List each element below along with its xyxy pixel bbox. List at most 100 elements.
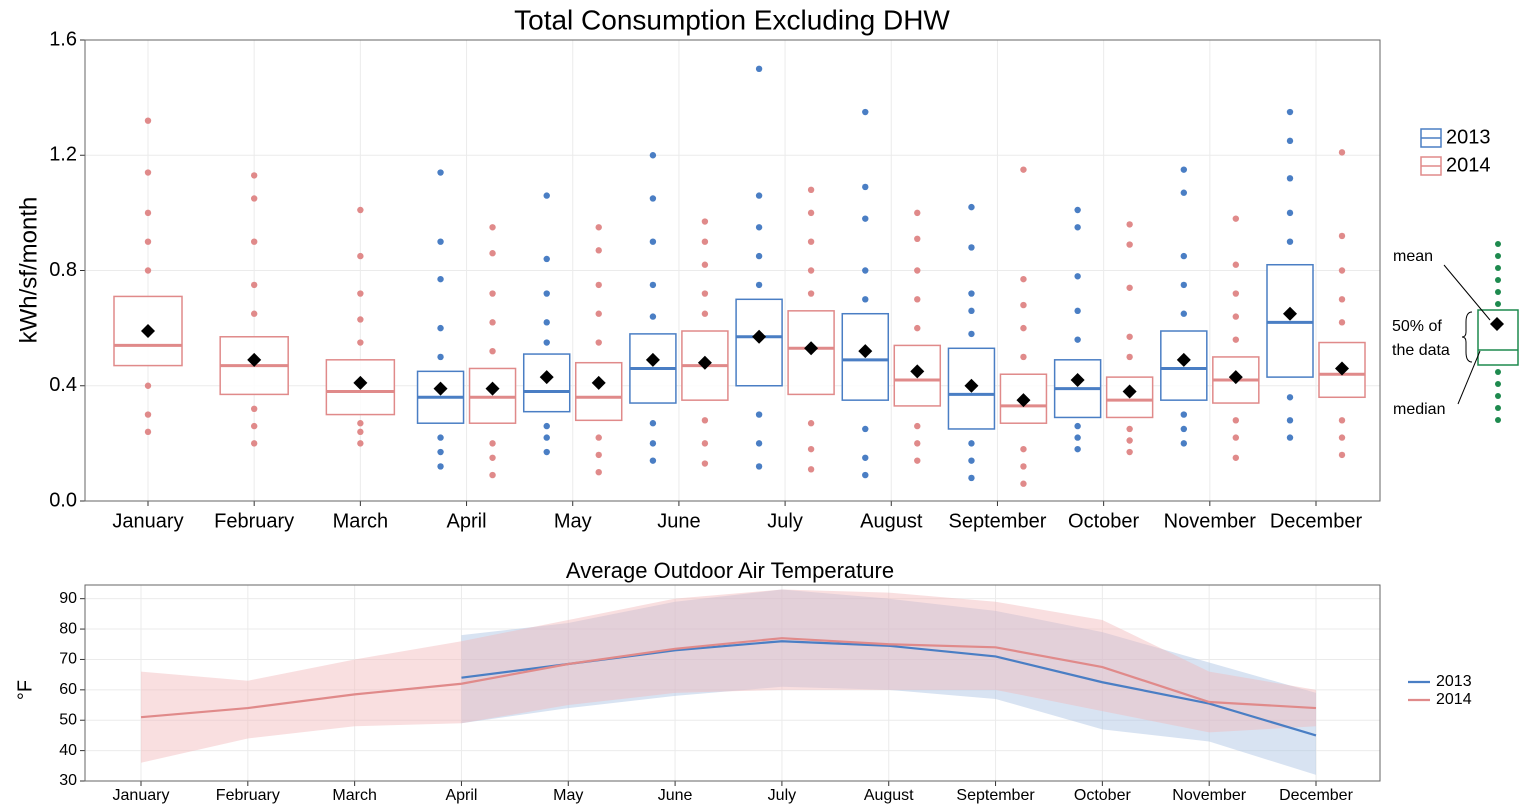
- data-point: [807, 267, 815, 274]
- data-point: [649, 281, 657, 289]
- data-point: [914, 235, 921, 243]
- data-point: [1180, 166, 1188, 173]
- y-tick-label: 40: [59, 742, 77, 759]
- data-point: [489, 440, 496, 447]
- data-point: [914, 457, 921, 464]
- legend-label: 2013: [1446, 126, 1491, 148]
- x-tick-label: February: [214, 510, 294, 532]
- data-point: [1232, 313, 1240, 320]
- data-point: [250, 422, 258, 430]
- x-tick-label: February: [216, 787, 280, 804]
- data-point: [1074, 273, 1081, 280]
- data-point: [649, 457, 657, 464]
- data-point: [1126, 448, 1133, 456]
- x-tick-label: July: [768, 787, 796, 804]
- data-point: [437, 434, 444, 441]
- data-point: [1074, 336, 1081, 343]
- data-point: [489, 454, 496, 461]
- data-point: [755, 411, 763, 418]
- data-point: [489, 250, 496, 257]
- data-point: [914, 267, 921, 274]
- y-tick-label: 0.8: [49, 259, 77, 281]
- data-point: [437, 324, 444, 332]
- data-point: [357, 440, 364, 447]
- mean-marker: [247, 352, 262, 367]
- box: [113, 295, 183, 367]
- y-tick-label: 90: [59, 590, 77, 607]
- data-point: [755, 440, 763, 447]
- x-tick-label: January: [112, 510, 183, 532]
- data-point: [543, 339, 550, 346]
- y-tick-label: 60: [59, 681, 77, 698]
- x-tick-label: September: [956, 787, 1035, 804]
- data-point: [543, 434, 550, 441]
- mean-marker: [645, 352, 660, 367]
- data-point: [144, 267, 152, 274]
- data-point: [807, 445, 815, 453]
- data-point: [1126, 425, 1133, 433]
- data-point: [543, 319, 550, 326]
- data-point: [595, 468, 602, 476]
- data-point: [807, 466, 815, 473]
- key-point: [1495, 417, 1501, 423]
- data-point: [1074, 206, 1081, 214]
- key-mean-label: mean: [1393, 248, 1433, 265]
- data-point: [1286, 434, 1294, 441]
- band: [461, 589, 1316, 775]
- data-point: [914, 209, 921, 217]
- data-point: [1020, 445, 1027, 453]
- mean-marker: [858, 344, 873, 359]
- box: [1105, 376, 1154, 419]
- data-point: [250, 281, 258, 289]
- key-point: [1495, 289, 1501, 295]
- x-tick-label: August: [864, 787, 914, 804]
- data-point: [595, 451, 602, 459]
- mean-marker: [1335, 361, 1349, 376]
- data-point: [862, 183, 869, 191]
- data-point: [807, 186, 815, 194]
- data-point: [144, 428, 152, 436]
- data-point: [807, 290, 815, 297]
- mean-marker: [141, 324, 155, 339]
- key-point: [1495, 241, 1501, 247]
- data-point: [1020, 353, 1027, 361]
- key-mean: [1490, 317, 1504, 331]
- line: [140, 637, 1317, 719]
- data-point: [914, 422, 921, 430]
- data-point: [595, 247, 602, 254]
- data-point: [1180, 440, 1188, 447]
- x-tick-label: November: [1172, 787, 1246, 804]
- data-point: [543, 448, 550, 456]
- x-tick-label: December: [1279, 787, 1353, 804]
- data-point: [755, 224, 763, 231]
- data-point: [595, 224, 602, 231]
- data-point: [144, 117, 152, 124]
- key-point: [1495, 405, 1501, 411]
- data-point: [357, 420, 364, 427]
- data-point: [968, 203, 975, 211]
- data-point: [968, 457, 975, 464]
- data-point: [701, 460, 709, 467]
- key-point: [1495, 369, 1501, 375]
- key-pointer: [1457, 350, 1481, 405]
- data-point: [357, 252, 364, 260]
- data-point: [357, 316, 364, 323]
- x-tick-label: April: [447, 510, 487, 532]
- data-point: [250, 405, 258, 412]
- data-point: [437, 169, 444, 176]
- data-point: [701, 290, 709, 297]
- mean-marker: [539, 370, 554, 385]
- x-tick-label: March: [333, 510, 389, 532]
- x-tick-label: September: [949, 510, 1047, 532]
- data-point: [755, 192, 763, 199]
- x-tick-label: November: [1164, 510, 1257, 532]
- data-point: [250, 440, 258, 447]
- data-point: [1232, 454, 1240, 461]
- data-point: [1074, 307, 1081, 315]
- y-tick-label: 0.4: [49, 374, 77, 396]
- data-point: [755, 252, 763, 260]
- x-tick-label: January: [113, 787, 170, 804]
- data-point: [968, 307, 975, 315]
